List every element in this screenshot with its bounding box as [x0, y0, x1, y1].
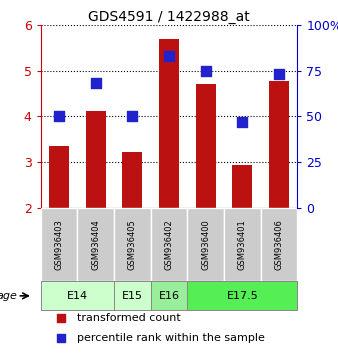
Point — [129, 114, 135, 119]
Bar — [41, 208, 77, 281]
Bar — [114, 208, 151, 281]
Text: E17.5: E17.5 — [226, 291, 258, 301]
Bar — [159, 39, 179, 208]
Bar — [41, 281, 114, 310]
Bar — [187, 208, 224, 281]
Text: GSM936403: GSM936403 — [54, 219, 64, 270]
Title: GDS4591 / 1422988_at: GDS4591 / 1422988_at — [88, 10, 250, 24]
Bar — [187, 281, 297, 310]
Text: GSM936406: GSM936406 — [274, 219, 284, 270]
Bar — [122, 152, 142, 208]
Text: E14: E14 — [67, 291, 88, 301]
Point — [166, 53, 172, 59]
Bar — [261, 208, 297, 281]
Text: E16: E16 — [159, 291, 179, 301]
Point — [276, 72, 282, 77]
Bar — [269, 81, 289, 208]
Point — [93, 81, 98, 86]
Bar — [232, 165, 252, 208]
Bar — [151, 281, 187, 310]
Point — [240, 119, 245, 125]
Text: transformed count: transformed count — [76, 313, 180, 323]
Text: age: age — [0, 291, 18, 301]
Text: GSM936401: GSM936401 — [238, 219, 247, 270]
Bar — [86, 111, 106, 208]
Point — [58, 315, 64, 321]
Bar — [224, 208, 261, 281]
Bar — [77, 208, 114, 281]
Bar — [114, 281, 151, 310]
Bar — [151, 208, 187, 281]
Text: GSM936405: GSM936405 — [128, 219, 137, 270]
Text: percentile rank within the sample: percentile rank within the sample — [76, 333, 264, 343]
Point — [56, 114, 62, 119]
Bar — [196, 84, 216, 208]
Text: GSM936402: GSM936402 — [165, 219, 173, 270]
Point — [203, 68, 209, 73]
Text: E15: E15 — [122, 291, 143, 301]
Point — [58, 335, 64, 341]
Bar — [49, 146, 69, 208]
Text: GSM936400: GSM936400 — [201, 219, 210, 270]
Text: GSM936404: GSM936404 — [91, 219, 100, 270]
